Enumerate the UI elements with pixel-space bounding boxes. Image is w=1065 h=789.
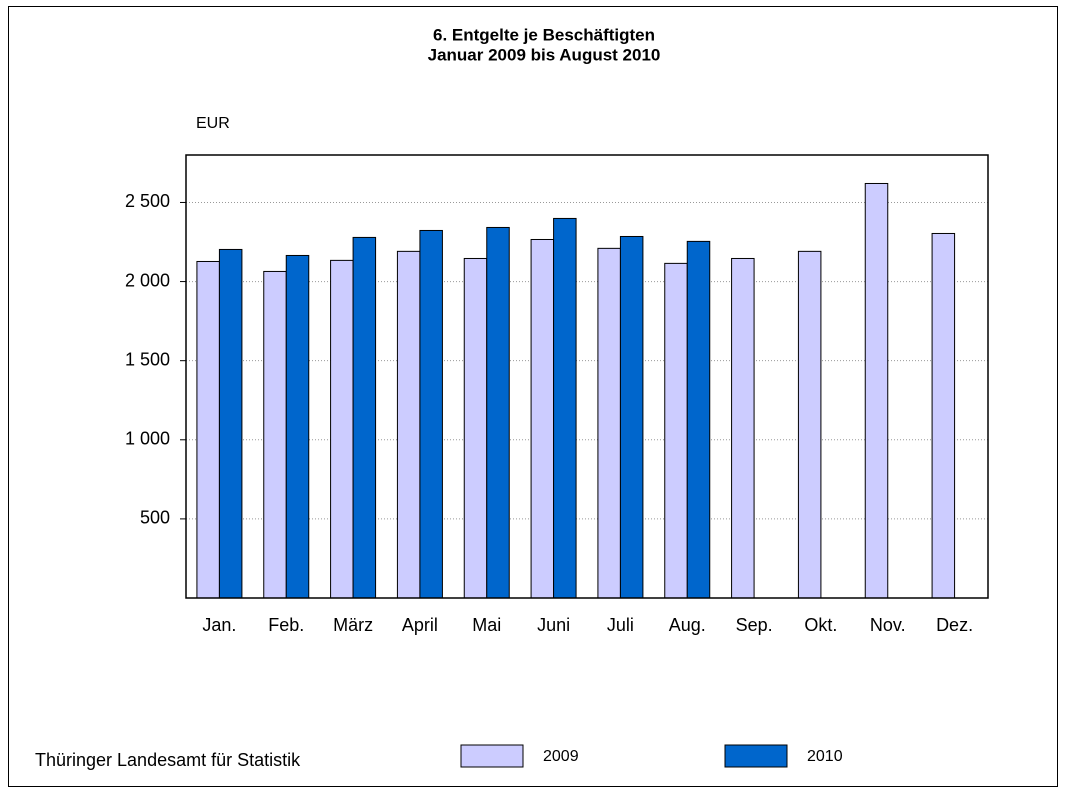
bar bbox=[218, 248, 243, 599]
y-tick-label: 500 bbox=[140, 508, 170, 528]
x-tick-label: Juni bbox=[537, 615, 570, 635]
x-tick-label: April bbox=[402, 615, 438, 635]
x-tick-label: Mai bbox=[472, 615, 501, 635]
bar bbox=[553, 217, 577, 599]
bar bbox=[931, 232, 956, 599]
x-tick-label: Nov. bbox=[870, 615, 906, 635]
y-tick-label: 1 500 bbox=[125, 349, 170, 369]
chart-subtitle: Januar 2009 bis August 2010 bbox=[428, 45, 661, 64]
legend-label: 2009 bbox=[543, 748, 579, 765]
bar bbox=[797, 250, 822, 599]
bar bbox=[263, 270, 287, 599]
bar bbox=[597, 247, 621, 599]
x-tick-label: Okt. bbox=[804, 615, 837, 635]
x-tick-label: Sep. bbox=[736, 615, 773, 635]
bar bbox=[419, 229, 443, 599]
bar bbox=[686, 240, 711, 599]
y-tick-label: 2 500 bbox=[125, 191, 170, 211]
x-tick-label: Feb. bbox=[268, 615, 304, 635]
bar bbox=[864, 182, 889, 599]
x-tick-label: Juli bbox=[607, 615, 634, 635]
bar bbox=[196, 260, 220, 599]
plot-area bbox=[186, 155, 988, 598]
bar bbox=[352, 236, 377, 599]
y-tick-label: 1 000 bbox=[125, 429, 170, 449]
bar bbox=[619, 235, 644, 599]
bar bbox=[664, 262, 688, 599]
bar bbox=[530, 238, 555, 599]
y-tick-label: 2 000 bbox=[125, 270, 170, 290]
legend-label: 2010 bbox=[807, 748, 843, 765]
x-tick-label: Jan. bbox=[202, 615, 236, 635]
y-axis-label: EUR bbox=[196, 115, 230, 132]
bar bbox=[285, 254, 310, 599]
bar bbox=[330, 259, 354, 599]
x-tick-label: Dez. bbox=[936, 615, 973, 635]
bar bbox=[463, 257, 488, 599]
bar bbox=[486, 226, 510, 599]
source: Thüringer Landesamt für Statistik bbox=[35, 750, 301, 770]
chart-title: 6. Entgelte je Beschäftigten bbox=[433, 25, 655, 44]
plot-border bbox=[185, 154, 989, 599]
bar bbox=[396, 250, 421, 599]
bar bbox=[731, 257, 755, 599]
x-tick-label: März bbox=[333, 615, 373, 635]
legend-swatch bbox=[724, 744, 788, 768]
legend-swatch bbox=[460, 744, 524, 768]
x-tick-label: Aug. bbox=[669, 615, 706, 635]
